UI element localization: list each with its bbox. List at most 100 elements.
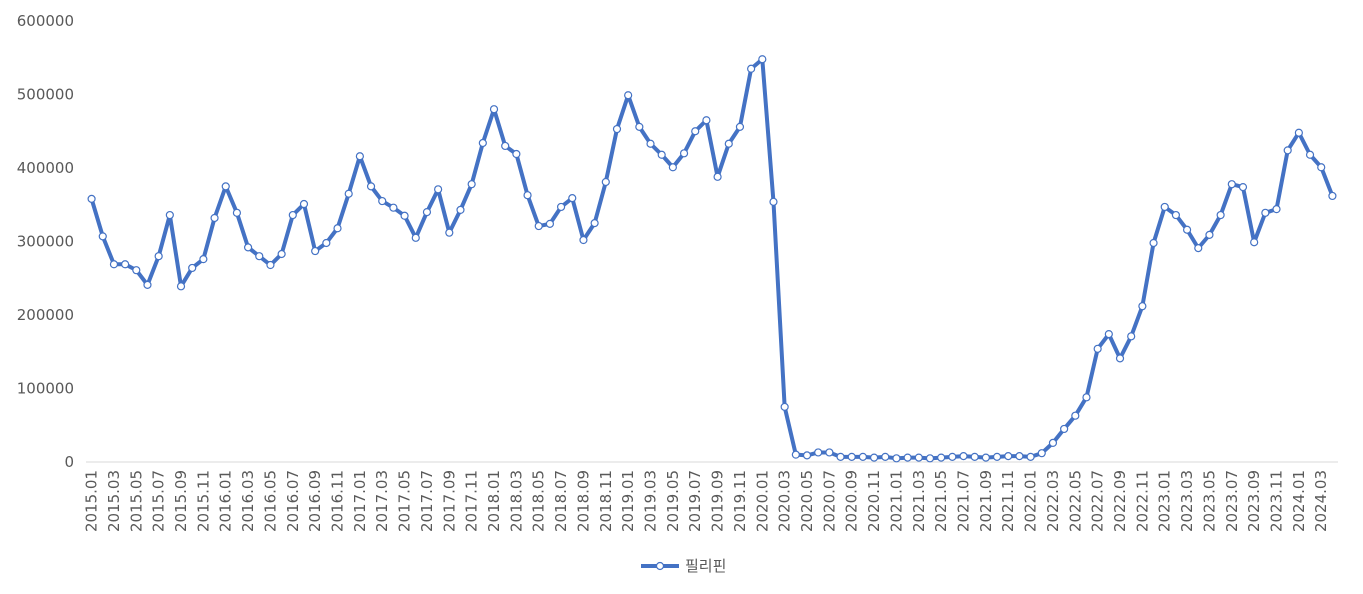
x-tick-label: 2022.05 — [1066, 470, 1084, 532]
point-marker — [344, 189, 353, 198]
point-marker — [534, 221, 543, 231]
point-marker — [679, 149, 689, 158]
point-marker — [702, 116, 711, 125]
x-tick-label: 2022.11 — [1133, 470, 1151, 532]
point-marker — [590, 219, 599, 228]
y-tick-label: 200000 — [17, 306, 74, 324]
point-marker — [355, 152, 364, 161]
point-marker — [1272, 205, 1281, 214]
point-marker — [255, 252, 264, 261]
x-tick-label: 2021.01 — [887, 470, 905, 532]
point-marker — [266, 260, 275, 270]
point-marker — [624, 91, 633, 100]
x-tick-label: 2022.09 — [1111, 470, 1129, 532]
x-tick-label: 2017.11 — [463, 470, 481, 532]
y-tick-label: 100000 — [17, 380, 74, 398]
point-marker — [1205, 230, 1214, 239]
point-marker — [713, 172, 722, 181]
point-marker — [512, 149, 521, 159]
point-marker — [1004, 452, 1013, 461]
point-marker — [1048, 438, 1058, 447]
x-tick-label: 2021.03 — [910, 470, 928, 532]
series-line — [89, 57, 1335, 461]
x-tick-label: 2016.09 — [306, 470, 324, 532]
point-marker — [948, 452, 957, 461]
point-marker — [1238, 183, 1248, 192]
x-tick-label: 2020.07 — [820, 470, 838, 532]
point-marker — [1294, 128, 1303, 137]
x-tick-label: 2021.05 — [932, 470, 950, 532]
point-marker — [1182, 225, 1192, 234]
x-tick-label: 2018.05 — [530, 470, 548, 532]
point-marker — [1250, 238, 1259, 247]
point-marker — [836, 452, 845, 461]
x-tick-label: 2016.03 — [239, 470, 257, 532]
point-marker — [109, 260, 119, 269]
point-marker — [523, 191, 532, 200]
point-marker — [210, 213, 219, 223]
point-marker — [1071, 411, 1080, 420]
point-marker — [188, 263, 197, 273]
point-marker — [612, 124, 622, 134]
point-marker — [959, 452, 968, 461]
point-marker — [914, 453, 923, 462]
point-marker — [1227, 180, 1236, 189]
point-marker — [176, 282, 186, 291]
point-marker — [400, 211, 409, 220]
x-tick-label: 2015.11 — [194, 470, 212, 532]
point-marker — [814, 448, 823, 457]
point-marker — [903, 453, 912, 462]
point-marker — [1305, 150, 1315, 159]
x-tick-label: 2024.03 — [1312, 470, 1330, 532]
x-tick-label: 2017.09 — [440, 470, 458, 532]
legend-marker — [655, 561, 665, 571]
x-tick-label: 2021.09 — [977, 470, 995, 532]
point-marker — [925, 454, 935, 463]
x-tick-label: 2018.03 — [507, 470, 525, 532]
point-marker — [1283, 146, 1292, 155]
legend-label: 필리핀 — [685, 557, 726, 575]
point-marker — [1026, 452, 1035, 461]
x-tick-label: 2018.01 — [485, 470, 503, 532]
point-marker — [1328, 191, 1337, 201]
x-tick-label: 2016.05 — [261, 470, 279, 532]
point-marker — [769, 197, 778, 206]
x-tick-label: 2017.05 — [396, 470, 414, 532]
point-marker — [869, 453, 879, 462]
point-marker — [646, 139, 655, 148]
point-marker — [992, 452, 1002, 461]
point-marker — [1171, 210, 1181, 220]
x-tick-label: 2023.05 — [1200, 470, 1218, 532]
point-marker — [199, 255, 208, 264]
point-marker — [121, 260, 130, 269]
point-marker — [601, 177, 610, 187]
x-tick-label: 2023.01 — [1156, 470, 1174, 532]
point-marker — [165, 210, 174, 220]
x-tick-label: 2020.09 — [843, 470, 861, 532]
x-tick-label: 2023.11 — [1268, 470, 1286, 532]
point-marker — [478, 138, 487, 148]
point-marker — [791, 450, 800, 459]
point-marker — [434, 185, 443, 194]
point-marker — [445, 228, 454, 237]
point-marker — [489, 105, 499, 114]
x-tick-label: 2019.05 — [664, 470, 682, 532]
point-marker — [467, 180, 476, 189]
point-marker — [1216, 210, 1225, 220]
point-marker — [311, 246, 320, 256]
point-marker — [1127, 332, 1136, 341]
x-tick-label: 2015.09 — [172, 470, 190, 532]
x-tick-label: 2019.09 — [709, 470, 727, 532]
point-marker — [724, 139, 733, 148]
x-tick-label: 2021.11 — [999, 470, 1017, 532]
y-tick-label: 500000 — [17, 86, 74, 104]
x-tick-label: 2017.07 — [418, 470, 436, 532]
x-tick-label: 2020.11 — [865, 470, 883, 532]
y-tick-label: 0 — [64, 453, 74, 471]
point-marker — [288, 210, 297, 220]
point-marker — [858, 452, 868, 461]
point-marker — [1015, 452, 1024, 461]
point-marker — [1060, 424, 1069, 434]
x-tick-label: 2020.05 — [798, 470, 816, 532]
point-marker — [1104, 330, 1113, 339]
